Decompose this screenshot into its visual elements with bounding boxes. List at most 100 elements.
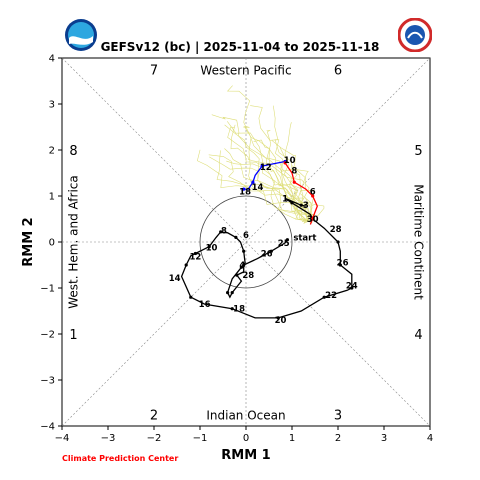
series-point <box>311 216 315 220</box>
series-point <box>230 291 234 295</box>
series-point <box>269 249 273 253</box>
ensemble-member-line <box>242 126 309 222</box>
phase-number-5: 5 <box>414 144 422 159</box>
observed-day-label: 26 <box>337 259 349 269</box>
x-tick-label: −4 <box>55 433 70 444</box>
ensemble-member-line <box>230 124 309 222</box>
observed-day-label: 30 <box>307 215 319 225</box>
x-tick-label: −1 <box>193 433 208 444</box>
series-point <box>193 251 197 256</box>
y-tick-label: 4 <box>49 54 55 65</box>
series-point <box>242 249 246 253</box>
observed-day-label: 14 <box>169 274 181 284</box>
ensemble-member-line <box>253 139 309 222</box>
region-label-bottom: Indian Ocean <box>206 409 285 423</box>
series-point <box>219 230 223 234</box>
y-tick-label: −1 <box>40 284 55 295</box>
series-point <box>260 164 264 168</box>
x-tick-label: 0 <box>243 433 249 444</box>
y-tick-label: 0 <box>49 238 55 249</box>
series-point <box>290 201 294 205</box>
phase-number-7: 7 <box>150 64 158 79</box>
x-tick-label: −3 <box>101 433 116 444</box>
y-tick-label: 2 <box>49 146 55 157</box>
series-point <box>350 286 354 290</box>
y-tick-label: −4 <box>40 422 55 433</box>
credit-text: Climate Prediction Center <box>62 454 179 463</box>
series-point <box>239 265 243 269</box>
region-label-left: West. Hem. and Africa <box>67 175 81 308</box>
series-point <box>242 187 246 191</box>
phase-number-1: 1 <box>69 328 77 343</box>
series-point <box>184 263 188 267</box>
series-point <box>283 161 287 165</box>
x-axis-label: RMM 1 <box>221 448 270 463</box>
ensemble-member-line <box>209 156 309 222</box>
noaa-logo <box>64 18 98 52</box>
observed-day-label: 16 <box>199 300 211 310</box>
series-point <box>285 238 289 242</box>
forecast-day-label: 6 <box>310 187 316 197</box>
series-point <box>276 316 280 320</box>
observed-day-label: 24 <box>346 282 358 292</box>
x-tick-label: 3 <box>381 433 387 444</box>
y-tick-label: −2 <box>40 330 55 341</box>
series-point <box>234 235 238 239</box>
observed-day-label: start <box>293 233 316 243</box>
ensemble-member-line <box>226 85 309 222</box>
region-label-top: Western Pacific <box>200 64 291 78</box>
ensemble-member-line <box>197 149 309 222</box>
chart-title: GEFSv12 (bc) | 2025-11-04 to 2025-11-18 <box>100 40 380 54</box>
series-point <box>292 180 296 184</box>
observed-day-label: 18 <box>233 305 245 315</box>
series-point <box>336 240 340 244</box>
x-tick-label: 1 <box>289 433 295 444</box>
ensemble-member-line <box>226 121 309 222</box>
x-tick-label: −2 <box>147 433 162 444</box>
ensemble-member-line <box>224 148 309 222</box>
observed-day-label: 10 <box>206 244 218 254</box>
national-weather-service-logo <box>397 17 433 53</box>
phase-number-4: 4 <box>414 328 422 343</box>
ensemble-member-line <box>266 129 313 222</box>
series-point <box>235 273 239 277</box>
x-tick-label: 4 <box>427 433 433 444</box>
y-axis-label: RMM 2 <box>21 217 36 266</box>
observed-day-label: 22 <box>325 291 337 301</box>
series-point <box>242 263 246 267</box>
observed-day-label: 4 <box>239 261 245 271</box>
series-point <box>207 245 211 249</box>
series-point <box>322 295 326 299</box>
phase-number-6: 6 <box>334 64 342 79</box>
series-point <box>251 180 255 184</box>
observed-recent-day-label: 10 <box>284 156 296 166</box>
observed-day-label: 8 <box>221 227 227 237</box>
observed-day-label: 26 <box>261 250 273 260</box>
series-point <box>230 307 234 311</box>
observed-day-label: 28 <box>330 225 342 235</box>
series-point <box>226 291 230 295</box>
series-point <box>311 194 315 198</box>
ensemble-member-line <box>227 126 312 222</box>
y-tick-label: 3 <box>49 100 55 111</box>
phase-number-2: 2 <box>150 409 158 424</box>
observed-recent-day-label: 12 <box>260 163 272 173</box>
observed-day-label: 12 <box>189 253 201 263</box>
observed-recent-day-label: 18 <box>239 187 251 197</box>
x-tick-label: 2 <box>335 433 341 444</box>
y-tick-label: 1 <box>49 192 55 203</box>
region-label-right: Maritime Continent <box>412 184 426 300</box>
observed-day-label: 1 <box>282 194 288 204</box>
series-point <box>189 295 193 299</box>
unit-circle <box>199 195 293 289</box>
observed-day-label: 25 <box>278 239 290 249</box>
observed-line <box>180 197 353 319</box>
forecast-day-label: 8 <box>291 167 297 177</box>
phase-number-8: 8 <box>69 144 77 159</box>
observed-day-label: 28 <box>242 271 254 281</box>
series-point <box>338 263 342 267</box>
observed-day-label: 20 <box>275 316 287 326</box>
y-tick-label: −3 <box>40 376 55 387</box>
